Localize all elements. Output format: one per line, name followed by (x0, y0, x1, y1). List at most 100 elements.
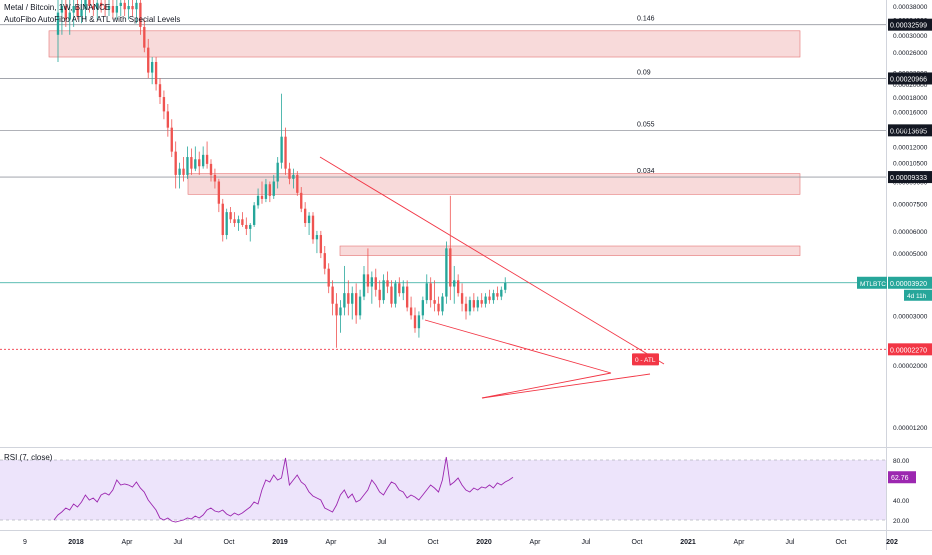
candle-body (354, 293, 358, 316)
candle-body (135, 2, 138, 10)
candle-body (311, 215, 315, 240)
candle-body (92, 6, 95, 10)
candle-body (441, 296, 444, 312)
countdown-text: 4d 11h (907, 293, 927, 300)
time-tick-label: 2018 (68, 539, 84, 546)
time-tick-label: Oct (836, 539, 847, 546)
candle-body (268, 184, 272, 196)
candle-body (143, 26, 146, 48)
time-tick-label: Oct (224, 539, 235, 546)
candle-body (139, 2, 142, 27)
candle-body (496, 293, 499, 297)
candle-body (209, 163, 213, 175)
candle-body (409, 307, 413, 316)
rsi-title[interactable]: RSI (7, close) (4, 453, 53, 462)
time-tick-label: Apr (122, 539, 134, 546)
candle-body (111, 6, 115, 13)
candle-body (343, 293, 346, 308)
candle-body (303, 208, 307, 224)
candle-body (198, 159, 201, 167)
candle-body (96, 2, 99, 10)
candle-body (174, 151, 177, 175)
candle-body (264, 184, 268, 199)
candle-body (241, 219, 244, 225)
fib-price-text: 0.00020966 (890, 76, 927, 83)
candle-body (464, 303, 468, 312)
candle-body (115, 6, 119, 13)
candle-body (56, 12, 60, 35)
rsi-value-badge (888, 471, 916, 484)
chart-title[interactable]: Metal / Bitcoin, 1W, BINANCE (4, 3, 111, 12)
rsi-tick-label: 40.00 (893, 498, 910, 505)
resistance-zone (339, 245, 801, 256)
candle-body (284, 136, 287, 169)
atl-price-badge (888, 343, 932, 356)
candle-body (272, 181, 275, 196)
fib-levels: 0.146 0.00032599 0.09 0.00020966 0.055 0.0001… (0, 16, 932, 350)
candle-body (276, 162, 279, 182)
candle-body (76, 6, 79, 17)
candle-body (221, 203, 224, 236)
candles (56, 0, 507, 348)
candle-body (335, 303, 338, 316)
time-tick-label: Jul (378, 539, 387, 546)
candle-body (158, 84, 162, 98)
time-tick-label: 9 (23, 539, 27, 546)
resistance-zones (48, 30, 801, 256)
candle-body (182, 168, 185, 175)
candle-body (147, 47, 150, 73)
price-tick-label: 0.00003000 (893, 313, 928, 320)
candle-body (296, 174, 299, 193)
candle-body (80, 9, 83, 17)
time-tick-label: 2021 (680, 539, 696, 546)
candle-body (394, 283, 397, 304)
candle-body (378, 289, 381, 301)
candle-body (260, 195, 264, 199)
price-tick-label: 0.00022000 (893, 71, 928, 78)
candle-body (437, 303, 440, 312)
candle-body (88, 0, 91, 6)
price-tick-label: 0.00026000 (893, 50, 928, 57)
symbol-badge (857, 276, 887, 289)
time-axis: 9 2018 Apr Jul Oct 2019 Apr Jul Oct 2020 Apr Jul Oct… (23, 539, 898, 546)
rsi-value-text: 62.76 (891, 475, 909, 482)
candle-body (123, 2, 126, 10)
triangle-lower-line (481, 372, 612, 399)
fib-price-badge (888, 171, 932, 184)
candle-body (237, 219, 240, 224)
fib-price-badge (888, 124, 932, 137)
candle-body (421, 300, 425, 316)
candle-body (131, 6, 134, 10)
candle-body (194, 159, 197, 169)
candle-body (433, 300, 436, 304)
atl-price-text: 0.00002270 (890, 347, 927, 354)
candle-body (398, 283, 401, 294)
candle-body (402, 286, 405, 294)
candle-body (386, 280, 389, 287)
price-tick-label: 0.00009000 (893, 179, 928, 186)
indicator-title[interactable]: AutoFibo AutoFibo ATH & ATL with Special… (4, 15, 181, 24)
candle-body (186, 157, 189, 175)
candle-body (429, 283, 432, 301)
candle-body (154, 61, 158, 85)
price-badges: MTLBTC 0.00003920 4d 11h 0.00002270 0 - ATL 6… (632, 276, 932, 484)
descending-trendline (319, 156, 665, 365)
candle-body (256, 195, 260, 206)
candle-body (64, 6, 68, 20)
atl-label-text: 0 - ATL (635, 357, 656, 364)
candle-body (492, 293, 495, 301)
price-tick-label: 0.00030000 (893, 33, 928, 40)
price-tick-label: 0.00010500 (893, 161, 928, 168)
time-tick-label: Oct (428, 539, 439, 546)
candle-body (103, 6, 107, 10)
fib-price-text: 0.00013695 (890, 128, 927, 135)
candle-body (468, 300, 472, 312)
candle-body (484, 296, 487, 304)
candle-body (233, 219, 236, 224)
candle-body (288, 168, 291, 179)
candle-body (249, 224, 252, 229)
candle-body (280, 136, 283, 163)
time-tick-label: Apr (734, 539, 746, 546)
